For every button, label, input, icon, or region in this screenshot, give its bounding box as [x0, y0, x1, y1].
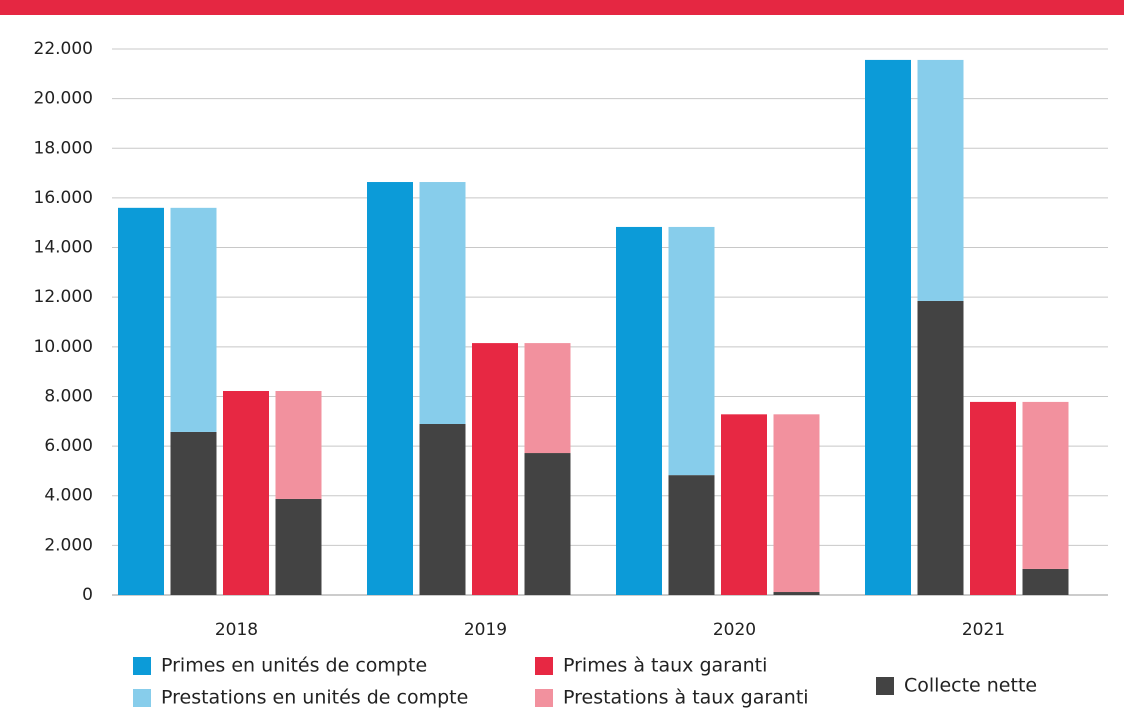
x-tick-label: 2018: [215, 620, 258, 640]
legend-label: Collecte nette: [904, 675, 1037, 697]
legend-swatch: [133, 689, 151, 707]
bar: [616, 226, 662, 596]
y-tick-label: 22.000: [34, 39, 93, 59]
bar: [223, 390, 269, 595]
bar: [721, 414, 767, 595]
bar: [865, 59, 911, 596]
bar: [1022, 568, 1069, 595]
y-tick-label: 0: [82, 585, 93, 605]
bar: [170, 431, 217, 595]
y-tick-label: 12.000: [34, 287, 93, 307]
bar: [419, 424, 466, 595]
bar: [170, 207, 217, 432]
x-tick-label: 2020: [713, 620, 756, 640]
bar: [668, 475, 715, 595]
bar: [917, 300, 964, 595]
y-tick-label: 10.000: [34, 337, 93, 357]
legend-swatch: [535, 689, 553, 707]
legend-swatch: [876, 677, 894, 695]
bar: [275, 498, 322, 595]
bar: [668, 226, 715, 476]
legend-label: Prestations en unités de compte: [161, 687, 468, 709]
y-tick-label: 16.000: [34, 188, 93, 208]
y-tick-label: 2.000: [44, 535, 93, 555]
bar: [524, 343, 571, 454]
bar: [118, 207, 164, 595]
bar: [1022, 401, 1069, 569]
y-tick-label: 14.000: [34, 238, 93, 258]
x-tick-label: 2021: [962, 620, 1005, 640]
bar: [773, 414, 820, 593]
y-tick-label: 20.000: [34, 89, 93, 109]
legend-label: Primes en unités de compte: [161, 655, 427, 677]
y-tick-label: 6.000: [44, 436, 93, 456]
y-tick-label: 8.000: [44, 386, 93, 406]
x-tick-label: 2019: [464, 620, 507, 640]
top-band: [0, 0, 1124, 15]
legend-label: Primes à taux garanti: [563, 655, 767, 677]
bar: [367, 182, 413, 595]
legend-swatch: [133, 657, 151, 675]
bar: [917, 59, 964, 301]
bar: [275, 390, 322, 499]
y-tick-label: 18.000: [34, 138, 93, 158]
bar: [524, 453, 571, 595]
legend-swatch: [535, 657, 553, 675]
bar: [419, 182, 466, 425]
bar: [970, 401, 1016, 595]
y-tick-label: 4.000: [44, 486, 93, 506]
legend-label: Prestations à taux garanti: [563, 687, 809, 709]
bar: [773, 592, 820, 595]
bar: [472, 343, 518, 595]
